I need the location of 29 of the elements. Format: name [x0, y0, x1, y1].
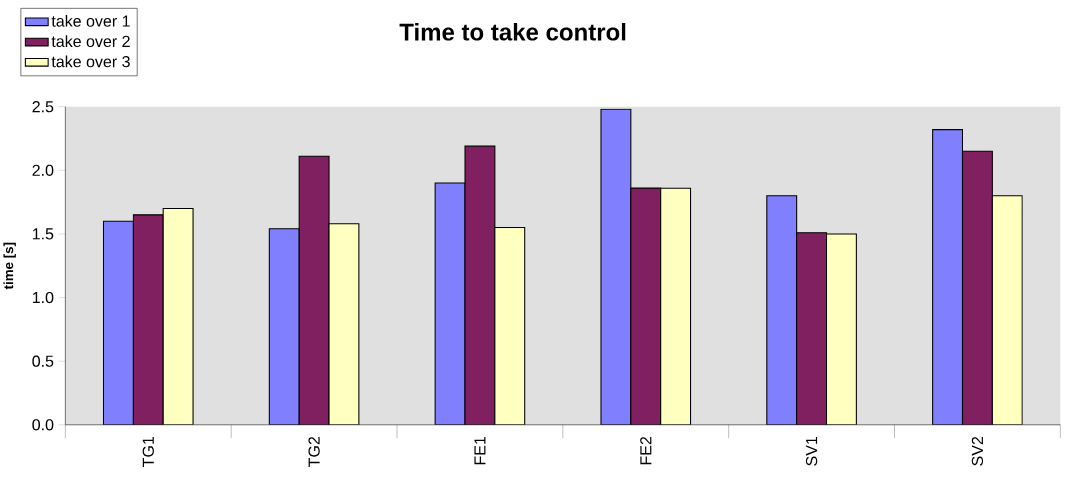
y-axis-title: time [s] [3, 242, 16, 290]
y-tick-label: 0.0 [32, 419, 54, 431]
bar [932, 129, 964, 425]
bar [796, 232, 828, 425]
y-tick-label: 0.5 [32, 355, 54, 367]
y-tick-label: 2.0 [32, 164, 54, 177]
x-tick-label: FE1 [474, 437, 486, 465]
x-tick-label: SV2 [971, 437, 984, 466]
bar [434, 182, 466, 425]
x-tick-label: TG2 [308, 437, 320, 468]
x-tick-label: FE2 [640, 437, 652, 465]
y-tick-label: 2.5 [32, 101, 54, 113]
x-tick-label: TG1 [142, 437, 154, 468]
legend-label: take over 2 [51, 35, 130, 48]
bar [766, 195, 798, 425]
bar [268, 228, 300, 425]
bar [298, 155, 330, 425]
bar [630, 187, 662, 425]
y-tick-label: 1.5 [32, 228, 54, 240]
bar [102, 220, 134, 425]
bar [464, 145, 496, 425]
legend-label: take over 3 [51, 55, 130, 68]
chart-title: Time to take control [399, 23, 626, 41]
x-tick-label: SV1 [805, 437, 818, 466]
bar [600, 108, 632, 425]
bar [961, 150, 993, 425]
y-tick-label: 1.0 [32, 291, 54, 304]
legend-label: take over 1 [51, 15, 130, 27]
bar [132, 214, 164, 425]
